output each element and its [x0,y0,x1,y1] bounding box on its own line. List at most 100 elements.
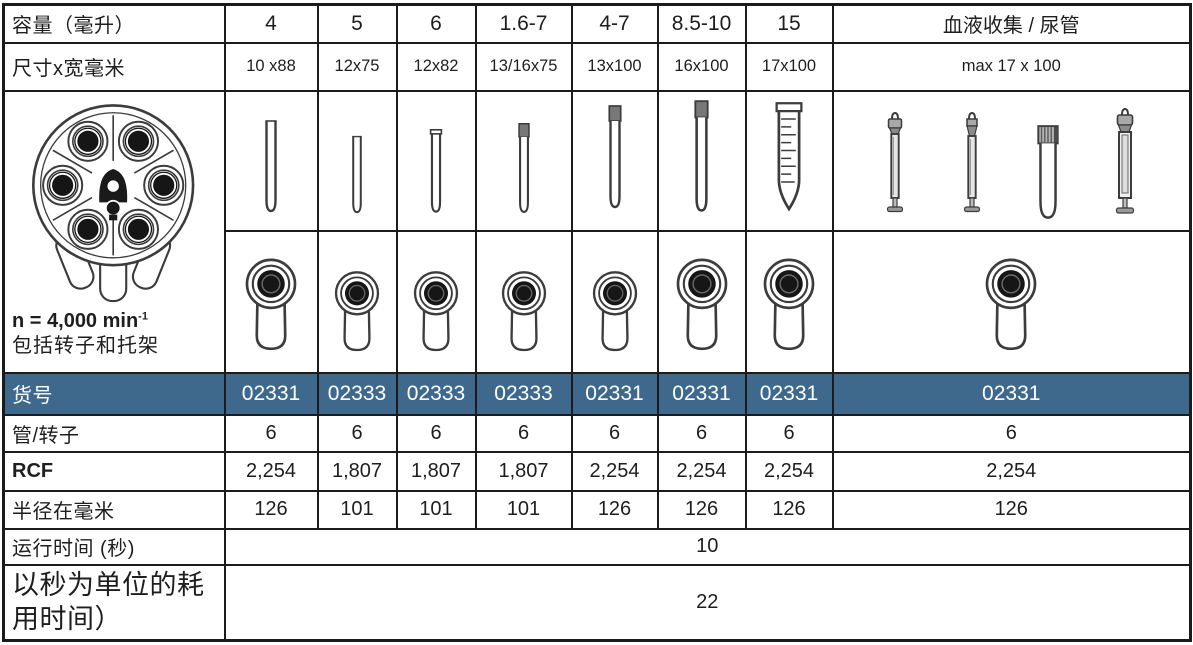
rotor-icon [28,94,200,310]
capacity-value: 6 [395,3,477,44]
adapter-cell [223,229,319,374]
tubes-per-rotor-value: 6 [570,413,659,453]
size-value: 17x100 [744,41,834,92]
size-value: 13x100 [570,41,659,92]
capacity-value: 15 [744,3,834,44]
part-number-value: 02333 [395,371,477,416]
part-number-value: 02331 [744,371,834,416]
size-value: 12x82 [395,41,477,92]
open-tube-rim-icon [424,128,448,218]
radius-label: 半径在毫米 [2,489,226,530]
adapter-illustration-row [4,229,1192,374]
ribbed-cap-tube-icon [1034,124,1062,223]
radius-value: 101 [395,489,477,530]
tubes-per-rotor-value: 6 [316,413,398,453]
adapter-icon [670,257,734,357]
tube-cell [656,89,747,232]
capacity-value: 8.5-10 [656,3,747,44]
tubes-per-rotor-row: 管/转子 6 6 6 6 6 6 6 6 [2,413,1192,453]
radius-value: 126 [656,489,747,530]
tubes-per-rotor-value: 6 [831,413,1192,453]
radius-value: 126 [570,489,659,530]
rcf-value: 1,807 [395,450,477,492]
rcf-value: 2,254 [831,450,1192,492]
capacity-value: 5 [316,3,398,44]
adapter-cell [395,229,477,374]
rcf-value: 2,254 [223,450,319,492]
open-tube-icon [259,118,283,218]
tubes-per-rotor-value: 6 [223,413,319,453]
blood-collection-tube-icon [1108,107,1142,223]
adapter-cell [474,229,573,374]
adapter-icon [757,257,821,357]
radius-row: 半径在毫米 126 101 101 101 126 126 126 126 [2,489,1192,530]
open-tube-icon [346,134,368,218]
tube-cell [474,89,573,232]
capped-tube-icon [513,122,535,218]
capacity-value: 4-7 [570,3,659,44]
adapter-cell [656,229,747,374]
rotor-spec-table: 容量（毫升） 4 5 6 1.6-7 4-7 8.5-10 15 血液收集 / … [2,3,1192,642]
part-number-value: 02331 [570,371,659,416]
tube-cell [395,89,477,232]
adapter-cell [744,229,834,374]
radius-value: 126 [744,489,834,530]
elapsed-time-label: 以秒为单位的耗用时间） [2,563,226,642]
part-number-value: 02331 [223,371,319,416]
radius-value: 101 [474,489,573,530]
elapsed-time-row: 以秒为单位的耗用时间） 22 [2,563,1192,642]
radius-value: 101 [316,489,398,530]
rcf-value: 2,254 [744,450,834,492]
adapter-cell [316,229,398,374]
run-time-value: 10 [223,527,1192,566]
tube-illustration-row: n = 4,000 min-1 包括转子和托架 [2,89,1192,374]
adapter-icon [239,257,303,357]
tubes-per-rotor-value: 6 [395,413,477,453]
adapter-icon [496,270,552,357]
tubes-per-rotor-value: 6 [474,413,573,453]
size-value: 12x75 [316,41,398,92]
rotor-cell: n = 4,000 min-1 包括转子和托架 [2,89,226,374]
rcf-value: 1,807 [316,450,398,492]
rotor-speed: n = 4,000 min-1 [12,309,148,332]
tubes-per-rotor-label: 管/转子 [2,413,226,453]
capped-tube-icon [688,99,715,218]
run-time-row: 运行时间 (秒) 10 [2,527,1192,566]
tubes-per-rotor-value: 6 [656,413,747,453]
blood-tube-cell [831,89,1192,232]
size-row: 尺寸x宽毫米 10 x88 12x75 12x82 13/16x75 13x10… [2,41,1192,92]
rcf-value: 2,254 [656,450,747,492]
capacity-value: 1.6-7 [474,3,573,44]
rcf-value: 1,807 [474,450,573,492]
adapter-icon [408,270,464,357]
size-value: 16x100 [656,41,747,92]
adapter-cell [831,229,1192,374]
size-value: 10 x88 [223,41,319,92]
elapsed-time-value: 22 [223,563,1192,642]
size-value: max 17 x 100 [831,41,1192,92]
adapter-icon [587,270,643,357]
capacity-label: 容量（毫升） [2,3,226,44]
rcf-row: RCF 2,254 1,807 1,807 1,807 2,254 2,254 … [2,450,1192,492]
rotor-note: 包括转子和托架 [12,334,159,357]
rcf-value: 2,254 [570,450,659,492]
capacity-value-blood: 血液收集 / 尿管 [831,3,1192,44]
radius-value: 126 [223,489,319,530]
part-number-label: 货号 [2,371,226,416]
tube-cell [744,89,834,232]
part-number-value: 02331 [831,371,1192,416]
rcf-label: RCF [2,450,226,492]
capacity-value: 4 [223,3,319,44]
size-label: 尺寸x宽毫米 [2,41,226,92]
tubes-per-rotor-value: 6 [744,413,834,453]
adapter-icon [329,270,385,357]
blood-collection-tube-icon [880,111,910,223]
part-number-value: 02331 [656,371,747,416]
adapter-cell [570,229,659,374]
capacity-row: 容量（毫升） 4 5 6 1.6-7 4-7 8.5-10 15 血液收集 / … [2,3,1192,44]
part-number-value: 02333 [316,371,398,416]
graduated-tube-icon [772,101,806,218]
part-number-value: 02333 [474,371,573,416]
blood-collection-set [834,107,1190,223]
blood-collection-tube-icon [957,111,987,223]
